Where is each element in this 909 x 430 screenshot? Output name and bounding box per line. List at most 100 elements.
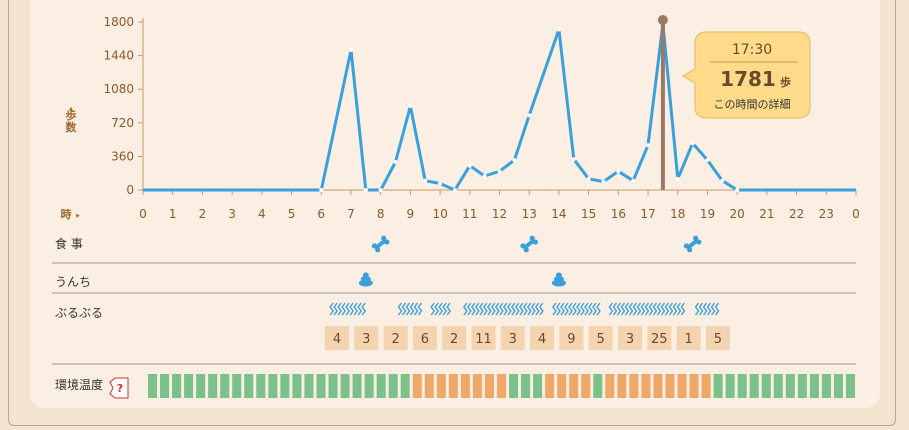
shake-count-value: 3 xyxy=(626,332,634,347)
data-point xyxy=(631,178,636,183)
temperature-bar xyxy=(713,374,723,398)
shake-count-box xyxy=(471,326,496,350)
x-tick-label: 15 xyxy=(581,207,596,221)
x-axis-label: 時 xyxy=(61,207,72,221)
temperature-bar xyxy=(665,374,675,398)
data-point xyxy=(408,104,413,108)
x-tick-label: 8 xyxy=(377,207,385,221)
x-tick-label: 2 xyxy=(199,207,207,221)
temperature-bar xyxy=(184,374,194,398)
poop-icon xyxy=(551,272,566,287)
data-point xyxy=(690,141,695,146)
data-point xyxy=(720,178,725,183)
y-axis-label: 歩 xyxy=(66,108,77,122)
temperature-bar xyxy=(448,374,458,398)
temperature-bar xyxy=(244,374,254,398)
temperature-bar xyxy=(701,374,711,398)
data-point xyxy=(675,176,680,181)
temperature-bar xyxy=(749,374,759,398)
shake-wave-icon xyxy=(329,302,367,316)
shake-count-box xyxy=(618,326,642,350)
meal-row-label: 食 事 xyxy=(55,237,83,251)
y-axis-arrow: ▲ xyxy=(69,106,73,112)
shake-count-box xyxy=(530,326,555,350)
temperature-bar xyxy=(641,374,651,398)
meal-bone-icon xyxy=(683,235,702,253)
x-tick-label: 0 xyxy=(852,207,860,221)
temperature-bar xyxy=(581,374,591,398)
temperature-bar xyxy=(785,374,795,398)
shake-count-value: 6 xyxy=(421,332,429,347)
shake-count-value: 3 xyxy=(509,332,517,347)
data-point xyxy=(482,174,487,178)
y-tick-label: 1080 xyxy=(103,82,134,96)
x-tick-label: 19 xyxy=(700,207,715,221)
temperature-help-text: ? xyxy=(117,382,123,395)
shake-count-box xyxy=(705,326,730,350)
temperature-bar xyxy=(376,374,386,398)
x-tick-label: 10 xyxy=(432,207,447,221)
shake-count-box xyxy=(325,326,349,350)
temperature-bar xyxy=(208,374,218,398)
data-point xyxy=(497,169,502,174)
temperature-bar xyxy=(821,374,831,398)
x-tick-label: 4 xyxy=(258,207,266,221)
temperature-bar xyxy=(509,374,519,398)
y-tick-label: 1800 xyxy=(103,15,134,29)
temperature-bar xyxy=(569,374,579,398)
data-point xyxy=(571,157,576,162)
temperature-bar xyxy=(292,374,302,398)
temperature-bar xyxy=(809,374,819,398)
x-tick-label: 13 xyxy=(522,207,537,221)
data-point xyxy=(378,188,383,192)
shake-wave-icon xyxy=(694,302,720,316)
data-point xyxy=(735,188,740,192)
data-point xyxy=(527,113,532,118)
data-point xyxy=(423,178,428,183)
shake-count-box xyxy=(412,326,437,350)
temperature-bar xyxy=(472,374,482,398)
temperature-bar xyxy=(196,374,206,398)
x-tick-label: 18 xyxy=(670,207,685,221)
temperature-bar xyxy=(232,374,242,398)
temperature-bar xyxy=(400,374,410,398)
temperature-bar xyxy=(484,374,494,398)
x-tick-label: 5 xyxy=(288,207,296,221)
temperature-bar xyxy=(653,374,663,398)
shake-count-box xyxy=(588,326,613,350)
temperature-bar xyxy=(689,374,699,398)
temperature-bar xyxy=(388,374,398,398)
tooltip-detail-link: この時間の詳細 xyxy=(714,97,791,111)
temperature-bar xyxy=(268,374,278,398)
x-tick-label: 17 xyxy=(640,207,655,221)
x-tick-label: 12 xyxy=(492,207,507,221)
temperature-bar xyxy=(280,374,290,398)
time-marker-knob xyxy=(657,15,668,25)
poop-icon xyxy=(358,272,373,287)
data-point xyxy=(467,163,472,168)
shake-count-value: 11 xyxy=(475,332,492,347)
data-point xyxy=(452,188,457,192)
shake-count-value: 9 xyxy=(567,332,575,347)
temperature-bar xyxy=(340,374,350,398)
temperature-bar xyxy=(521,374,531,398)
temperature-bar xyxy=(545,374,555,398)
temperature-bar xyxy=(833,374,843,398)
data-point xyxy=(363,188,368,192)
x-tick-label: 6 xyxy=(317,207,325,221)
temperature-bar xyxy=(593,374,603,398)
temperature-bar xyxy=(412,374,422,398)
shake-wave-icon xyxy=(430,302,452,316)
y-axis-label: 数 xyxy=(66,120,78,134)
shake-count-value: 1 xyxy=(684,332,692,347)
meal-bone-icon xyxy=(371,235,390,253)
temperature-bar xyxy=(773,374,783,398)
shake-count-value: 25 xyxy=(651,332,668,347)
data-point xyxy=(348,48,353,52)
temperature-bar xyxy=(737,374,747,398)
temperature-help-icon[interactable]: ? xyxy=(109,377,129,399)
temperature-bar xyxy=(761,374,771,398)
temperature-bar xyxy=(533,374,543,398)
